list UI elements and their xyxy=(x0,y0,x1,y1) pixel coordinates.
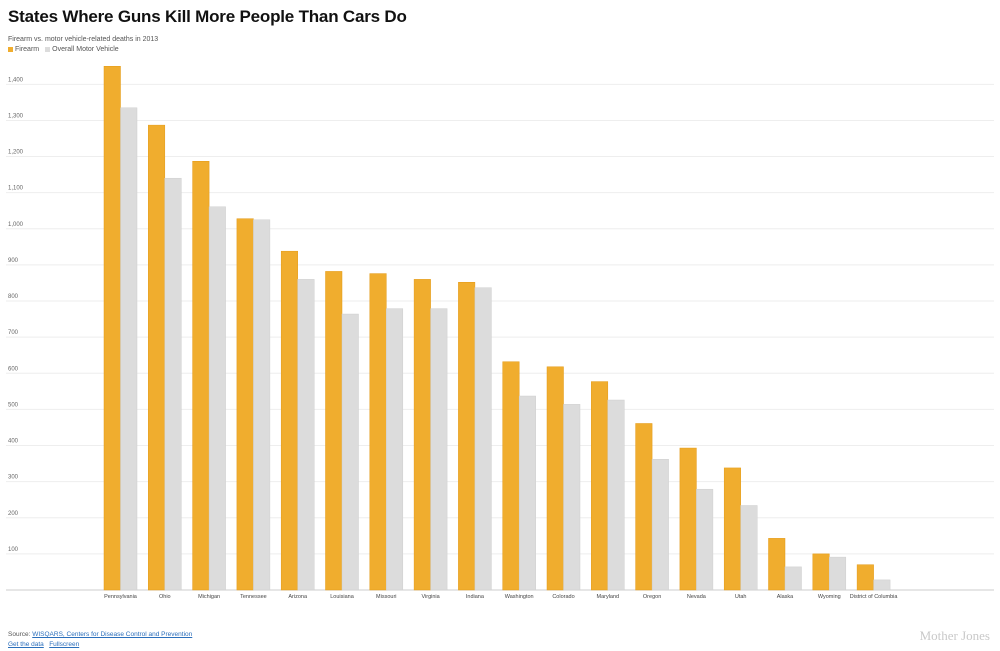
brand-logo: Mother Jones xyxy=(919,628,990,643)
bar-firearm xyxy=(635,423,653,591)
y-tick-label: 1,400 xyxy=(8,77,24,83)
x-tick-label: Missouri xyxy=(376,594,396,600)
bar-firearm xyxy=(502,361,520,591)
y-tick-label: 1,000 xyxy=(8,222,24,228)
bar-motor-vehicle xyxy=(829,556,847,591)
x-tick-label: Virginia xyxy=(421,594,440,600)
y-tick-label: 1,100 xyxy=(8,186,24,192)
x-tick-label: Ohio xyxy=(159,594,171,600)
source-link[interactable]: WISQARS, Centers for Disease Control and… xyxy=(32,631,193,638)
bar-motor-vehicle xyxy=(297,279,315,591)
bar-motor-vehicle xyxy=(253,219,271,591)
bar-motor-vehicle xyxy=(873,579,891,591)
bar-firearm xyxy=(325,271,343,591)
legend-label-firearm: Firearm xyxy=(15,46,40,53)
bar-firearm xyxy=(546,366,564,591)
x-tick-label: Oregon xyxy=(643,594,661,600)
footer-links: Get the data Fullscreen xyxy=(8,641,79,648)
x-tick-label: Louisiana xyxy=(330,594,354,600)
y-tick-label: 600 xyxy=(8,366,19,372)
x-tick-label: Colorado xyxy=(552,594,574,600)
chart-subtitle: Firearm vs. motor vehicle-related deaths… xyxy=(8,36,159,43)
bar-motor-vehicle xyxy=(696,488,714,591)
legend-label-motor-vehicle: Overall Motor Vehicle xyxy=(52,46,119,53)
bar-firearm xyxy=(458,282,476,591)
y-tick-label: 1,200 xyxy=(8,150,24,156)
bar-firearm xyxy=(192,161,210,591)
x-tick-label: Utah xyxy=(735,594,747,600)
legend-item-motor-vehicle: Overall Motor Vehicle xyxy=(45,46,119,53)
x-tick-label: District of Columbia xyxy=(850,594,899,600)
legend-swatch-firearm xyxy=(8,47,13,52)
bar-firearm xyxy=(148,124,166,591)
bar-motor-vehicle xyxy=(651,458,669,591)
bar-firearm xyxy=(591,381,609,591)
x-tick-label: Nevada xyxy=(687,594,707,600)
source-line: Source: WISQARS, Centers for Disease Con… xyxy=(8,631,192,638)
x-tick-label: Tennessee xyxy=(240,594,267,600)
bar-firearm xyxy=(723,467,741,591)
y-tick-label: 800 xyxy=(8,294,19,300)
legend-swatch-motor-vehicle xyxy=(45,47,51,52)
x-tick-label: Alaska xyxy=(777,594,794,600)
bar-firearm xyxy=(280,250,298,591)
bar-motor-vehicle xyxy=(607,399,625,591)
x-tick-label: Indiana xyxy=(466,594,485,600)
x-tick-label: Maryland xyxy=(596,594,619,600)
bar-firearm xyxy=(812,553,830,591)
bar-motor-vehicle xyxy=(474,287,492,591)
bar-motor-vehicle xyxy=(430,308,448,591)
x-tick-label: Arizona xyxy=(288,594,308,600)
bar-firearm xyxy=(768,538,786,591)
fullscreen-link[interactable]: Fullscreen xyxy=(49,641,80,648)
bar-motor-vehicle xyxy=(120,107,138,591)
x-tick-label: Pennsylvania xyxy=(104,594,138,600)
source-prefix: Source: xyxy=(8,631,33,638)
get-data-link[interactable]: Get the data xyxy=(8,641,44,648)
legend: Firearm Overall Motor Vehicle xyxy=(8,46,119,53)
bar-motor-vehicle xyxy=(740,505,758,591)
chart-title: States Where Guns Kill More People Than … xyxy=(8,7,407,26)
bar-firearm xyxy=(679,447,697,591)
bar-motor-vehicle xyxy=(784,566,802,591)
y-tick-label: 1,300 xyxy=(8,113,24,119)
bar-firearm xyxy=(103,66,121,591)
x-tick-label: Washington xyxy=(505,594,534,600)
x-tick-label: Wyoming xyxy=(818,594,841,600)
y-tick-label: 500 xyxy=(8,402,19,408)
x-tick-label: Michigan xyxy=(198,594,220,600)
bar-motor-vehicle xyxy=(563,404,581,591)
y-tick-label: 300 xyxy=(8,475,19,481)
bar-motor-vehicle xyxy=(208,206,226,591)
y-tick-label: 400 xyxy=(8,439,19,445)
legend-item-firearm: Firearm xyxy=(8,46,39,53)
bar-motor-vehicle xyxy=(518,395,536,591)
bar-motor-vehicle xyxy=(386,308,404,591)
bar-motor-vehicle xyxy=(164,177,182,591)
y-tick-label: 200 xyxy=(8,511,19,517)
bar-firearm xyxy=(856,564,874,591)
y-tick-label: 100 xyxy=(8,547,19,553)
bar-motor-vehicle xyxy=(341,313,359,591)
bar-firearm xyxy=(369,273,387,591)
y-tick-label: 700 xyxy=(8,330,19,336)
bar-firearm xyxy=(413,279,431,591)
bar-firearm xyxy=(236,218,254,591)
y-tick-label: 900 xyxy=(8,258,19,264)
